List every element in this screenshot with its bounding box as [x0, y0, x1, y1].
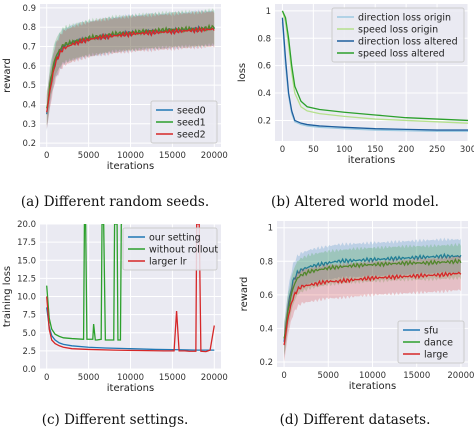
panel-d-x-tick-label: 5000	[317, 371, 339, 381]
panel-c-x-tick-label: 5000	[78, 373, 100, 383]
panel-c-y-tick-label: 0.0	[22, 365, 36, 375]
panel-c-series-without-rollout	[46, 224, 123, 341]
panel-c-legend-label: larger lr	[149, 257, 187, 268]
panel-d-band-dance	[284, 242, 461, 356]
caption-a: (a) Different random seeds.	[21, 194, 209, 210]
panel-b-legend-label: direction loss origin	[358, 13, 451, 24]
panel-d-series-sfu	[283, 252, 462, 342]
caption-c: (c) Different settings.	[42, 412, 189, 428]
panel-a-legend-label: seed2	[177, 130, 206, 141]
panel-a-series-seed2	[46, 26, 215, 113]
panel-c-y-tick-label: 12.5	[17, 274, 36, 284]
panel-d-y-tick-label: 0.6	[259, 291, 273, 301]
panel-b-x-tick-label: 150	[367, 145, 383, 155]
panel-a-x-tick-label: 0	[44, 151, 49, 161]
panel-a-y-tick-label: 0.7	[22, 43, 36, 53]
panel-c-x-tick-label: 0	[44, 373, 49, 383]
caption-d: (d) Different datasets.	[280, 412, 431, 428]
panel-c-y-tick-label: 10.0	[17, 293, 36, 303]
panel-b-legend-label: speed loss origin	[358, 25, 438, 36]
panel-c-series-our-setting	[46, 307, 215, 351]
panel-b-legend-label: direction loss altered	[358, 37, 458, 48]
panel-b-series-speed-loss-origin	[281, 10, 468, 124]
panel-b: 0 50 100 150 200 250 300 0.2 0.4 0.6 0.8 1 iteration…	[237, 4, 474, 166]
panel-c-y-tick-label: 20.0	[17, 220, 36, 230]
panel-a-y-tick-label: 0.2	[22, 139, 36, 149]
panel-a-y-axis-label: reward	[2, 58, 13, 93]
panel-a-legend-label: seed1	[177, 118, 206, 129]
panel-b-x-tick-label: 300	[460, 145, 474, 155]
panel-b-legend-label: speed loss altered	[358, 49, 445, 60]
panel-d-legend	[397, 320, 465, 364]
panel-d-legend-label: sfu	[424, 326, 438, 337]
panel-d-x-tick-label: 10000	[359, 371, 386, 381]
panel-a-x-tick-label: 20000	[201, 151, 228, 161]
panel-b-x-tick-label: 200	[398, 145, 414, 155]
panel-b-x-tick-label: 100	[336, 145, 352, 155]
panel-b-y-tick-label: 0.6	[257, 62, 271, 72]
panel-c-y-tick-label: 5.0	[22, 329, 36, 339]
panel-b-legend	[331, 7, 465, 63]
panel-c-y-tick-label: 17.5	[17, 238, 36, 248]
panel-d-y-tick-label: 0.4	[259, 324, 273, 334]
panel-c-y-tick-label: 2.5	[22, 347, 36, 357]
panel-a-y-tick-label: 0.8	[22, 23, 36, 33]
panel-c-x-tick-label: 15000	[159, 373, 186, 383]
panel-c-y-axis-label: training loss	[2, 266, 13, 327]
panel-a: 0 5000 10000 15000 20000 0.2 0.3 0.4 0.5 0.6 0.7 0.…	[2, 4, 228, 172]
panel-a-y-tick-label: 0.5	[22, 81, 36, 91]
panel-c: 0 5000 10000 15000 20000 0.0 2.5 5.0 7.5 10.0 12.5…	[2, 220, 228, 394]
panel-a-x-tick-label: 10000	[117, 151, 144, 161]
panel-c-legend-label: without rollout	[149, 245, 218, 256]
panel-d-y-tick-label: 0.8	[259, 257, 273, 267]
panel-c-x-axis-label: iterations	[107, 383, 154, 394]
panel-b-y-tick-label: 1	[266, 7, 271, 17]
panel-d-y-tick-label: 0.2	[259, 358, 273, 368]
panel-a-legend-label: seed0	[177, 106, 206, 117]
panel-b-y-axis-label: loss	[237, 63, 248, 82]
panel-a-x-axis-label: iterations	[107, 161, 154, 172]
panel-c-x-tick-label: 20000	[201, 373, 228, 383]
panel-d-series-dance	[283, 257, 462, 339]
panel-d-x-tick-label: 15000	[403, 371, 430, 381]
panel-d-legend-label: dance	[424, 338, 453, 349]
panel-a-x-tick-label: 15000	[159, 151, 186, 161]
panel-a-legend	[150, 100, 218, 144]
panel-a-y-tick-label: 0.6	[22, 62, 36, 72]
panel-b-y-tick-label: 0.8	[257, 34, 271, 44]
panel-c-legend-label: our setting	[149, 233, 201, 244]
panel-d-x-tick-label: 20000	[447, 371, 474, 381]
panel-d-y-axis-label: reward	[239, 277, 250, 312]
panel-a-y-tick-label: 0.9	[22, 4, 36, 14]
panel-b-series-direction-loss-altered	[281, 17, 468, 131]
panel-a-y-tick-label: 0.3	[22, 120, 36, 130]
panel-d-x-tick-label: 0	[281, 371, 286, 381]
panel-c-y-tick-label: 15.0	[17, 256, 36, 266]
panel-b-y-tick-label: 0.2	[257, 116, 271, 126]
panel-b-x-axis-label: iterations	[348, 155, 395, 166]
panel-b-x-tick-label: 250	[429, 145, 445, 155]
panel-b-x-tick-label: 50	[308, 145, 319, 155]
panel-b-x-tick-label: 0	[280, 145, 285, 155]
panel-d-legend-label: large	[424, 350, 448, 361]
panel-c-legend	[122, 227, 218, 271]
caption-b: (b) Altered world model.	[271, 194, 439, 210]
panel-c-x-tick-label: 10000	[117, 373, 144, 383]
panel-a-x-tick-label: 5000	[78, 151, 100, 161]
panel-d-x-axis-label: iterations	[349, 381, 396, 392]
panel-d: 0 5000 10000 15000 20000 0.2 0.4 0.6 0.8 1 iterati…	[239, 221, 474, 392]
panel-d-y-tick-label: 1	[268, 224, 273, 234]
panel-b-series-speed-loss-altered	[281, 10, 468, 122]
panel-d-series-large	[283, 271, 462, 346]
panel-a-y-tick-label: 0.4	[22, 100, 36, 110]
panel-c-y-tick-label: 7.5	[22, 311, 36, 321]
panel-b-y-tick-label: 0.4	[257, 89, 271, 99]
